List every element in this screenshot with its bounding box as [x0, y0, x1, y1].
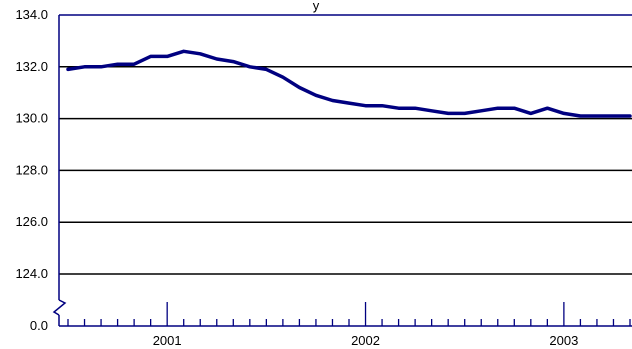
- y-tick-label-128.0: 128.0: [15, 162, 48, 177]
- y-tick-label-134.0: 134.0: [15, 7, 48, 22]
- y-tick-label-124.0: 124.0: [15, 266, 48, 281]
- y-axis: 134.0 132.0 130.0 128.0 126.0 124.0 0.0: [15, 7, 67, 333]
- x-tick-label-2001: 2001: [153, 333, 182, 348]
- series-line-0: [66, 49, 632, 118]
- x-axis: 2001 2002 2003: [59, 302, 632, 348]
- y-axis-break-mark: [52, 299, 67, 316]
- y-tick-label-126.0: 126.0: [15, 214, 48, 229]
- series-group: [66, 49, 632, 118]
- x-tick-label-2002: 2002: [351, 333, 380, 348]
- gridlines: [59, 14, 632, 275]
- y-tick-label-132.0: 132.0: [15, 59, 48, 74]
- y-tick-label-130.0: 130.0: [15, 111, 48, 126]
- chart-title-fragment: y: [313, 0, 320, 13]
- x-tick-label-2003: 2003: [549, 333, 578, 348]
- y-tick-label-break: 0.0: [30, 318, 48, 333]
